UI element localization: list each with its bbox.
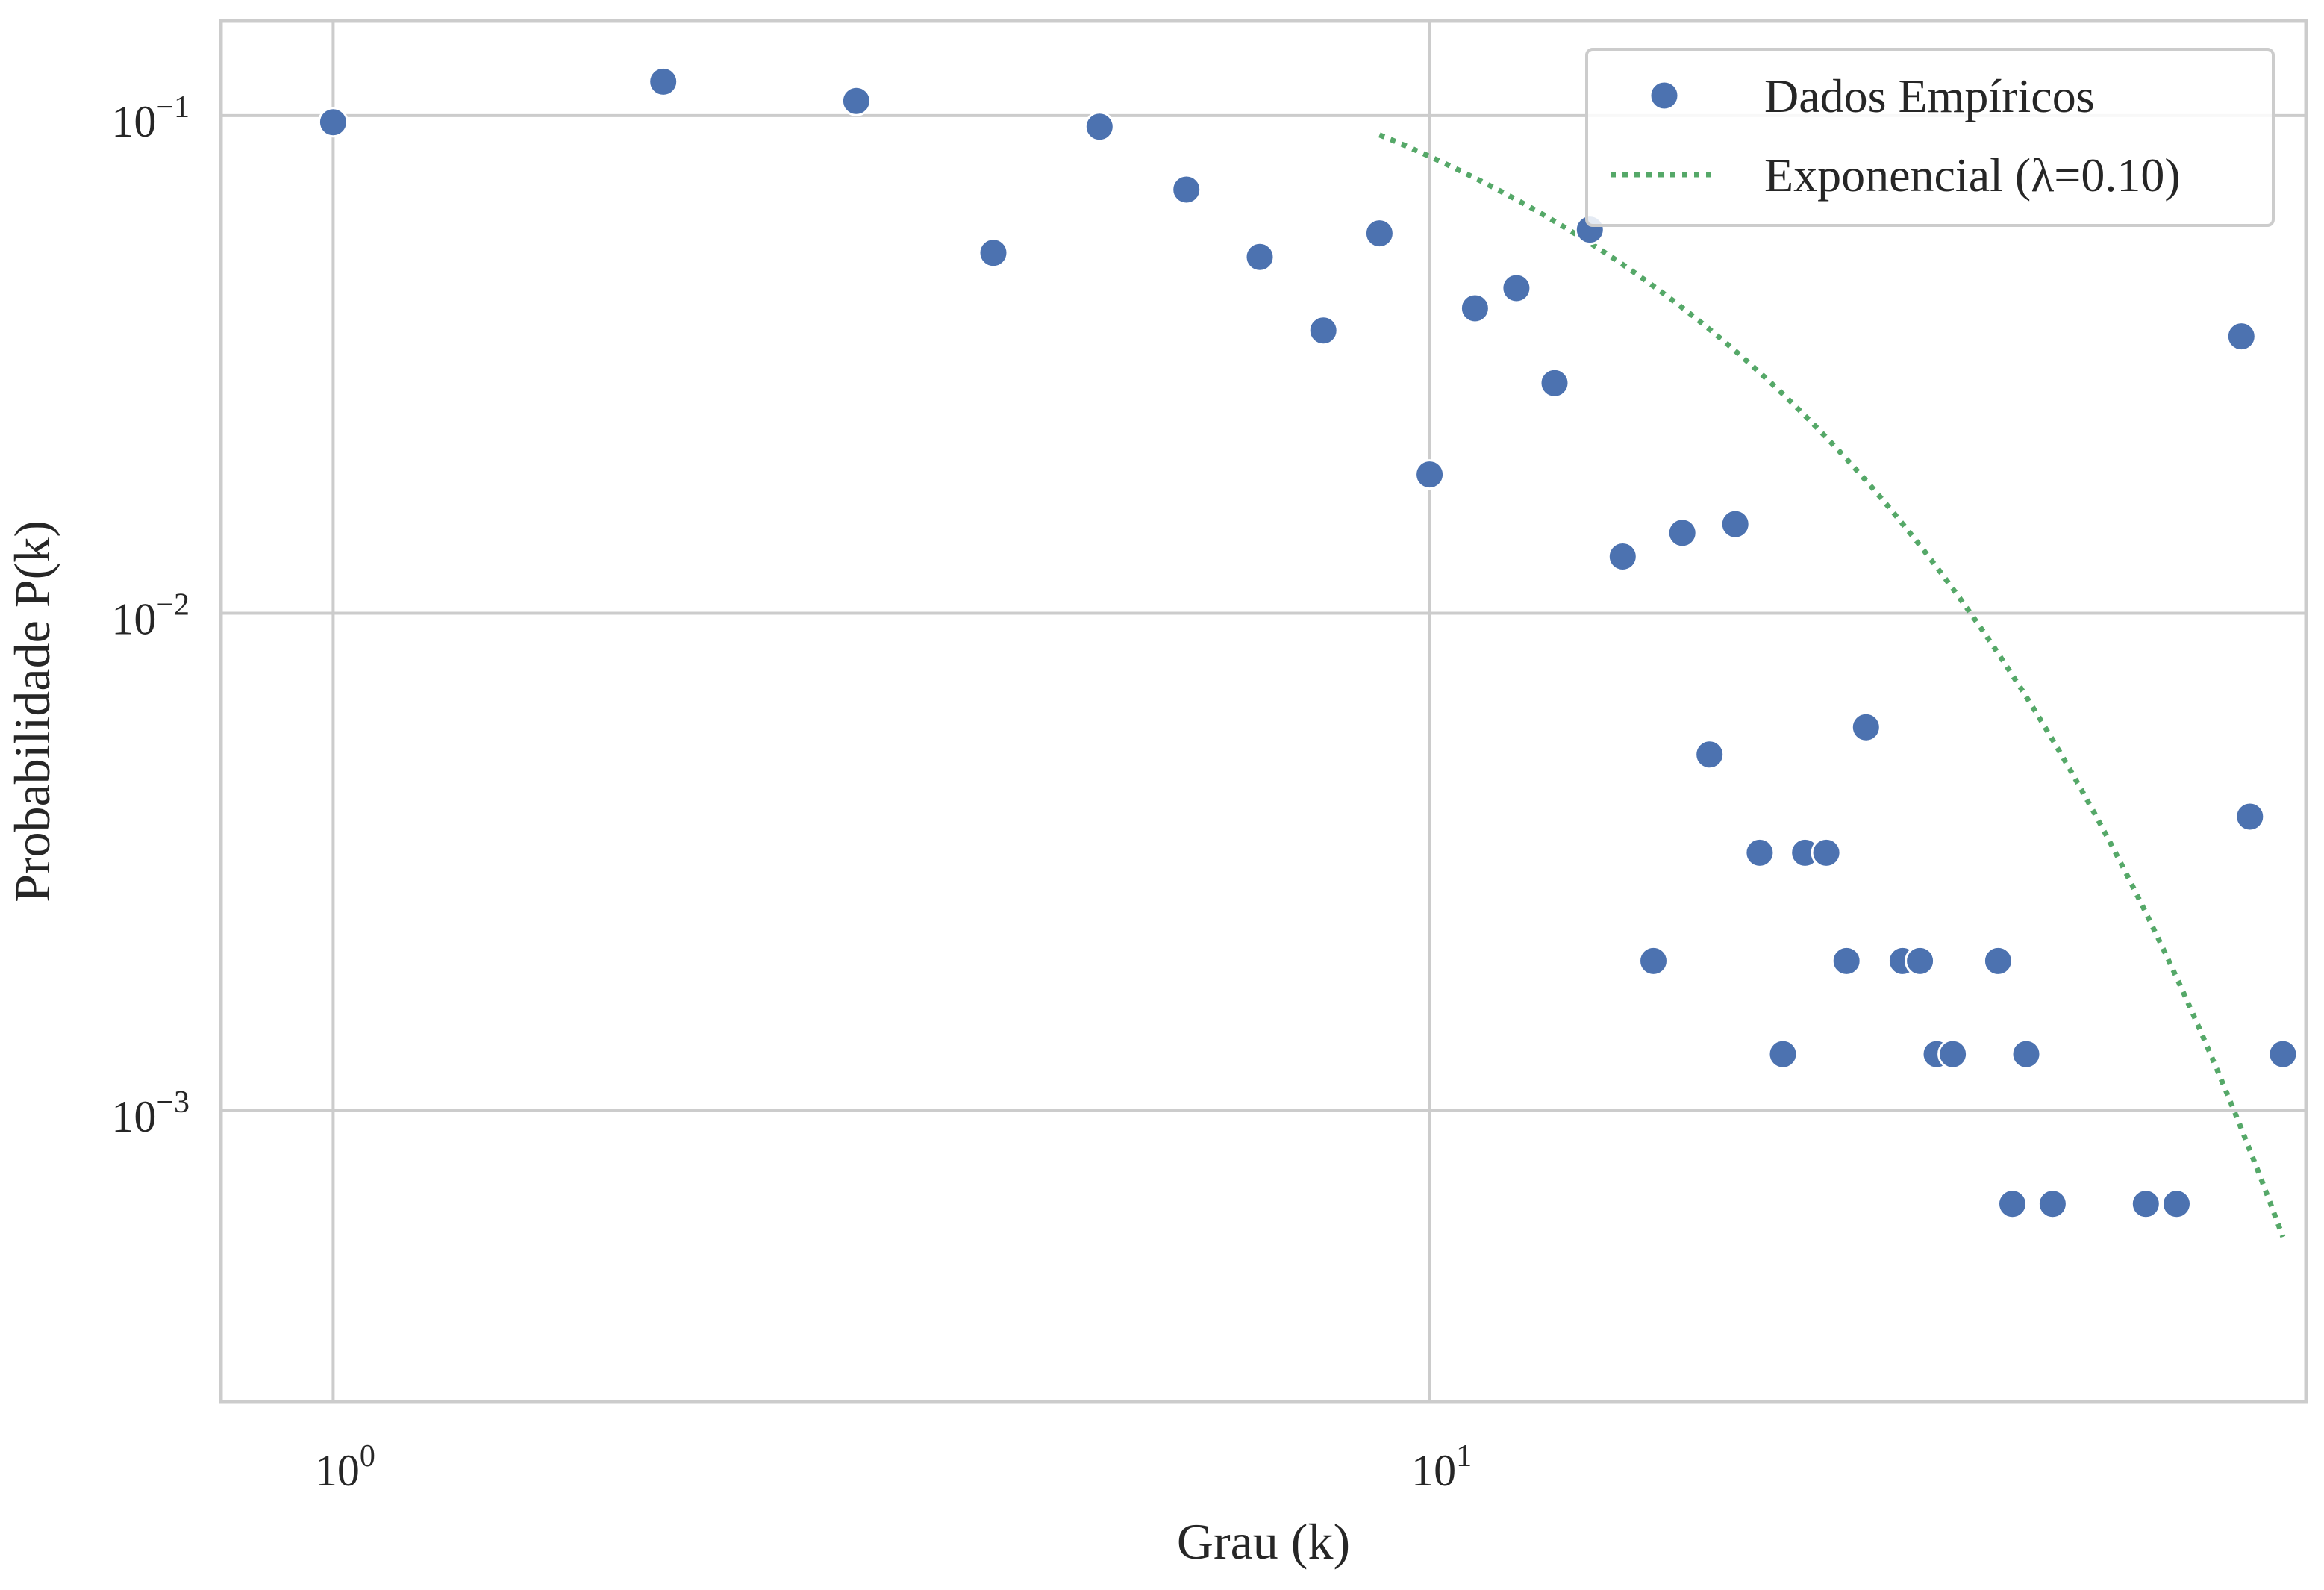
data-point-28: [1937, 1038, 1969, 1070]
x-tick-label-1: 101: [1411, 1439, 1472, 1495]
y-tick-label-2: 10−1: [111, 90, 190, 146]
y-tick-label-1: 10−2: [111, 587, 190, 643]
plot-frame: [219, 19, 2308, 1404]
data-point-37: [2267, 1038, 2299, 1070]
data-point-9: [1414, 459, 1446, 490]
data-point-18: [1719, 508, 1751, 540]
data-point-17: [1694, 739, 1725, 770]
data-point-20: [1767, 1038, 1799, 1070]
legend: Dados Empíricos Exponencial (λ=0.10): [1585, 48, 2275, 227]
data-point-24: [1850, 711, 1881, 743]
data-point-32: [2037, 1188, 2068, 1220]
data-point-15: [1638, 945, 1669, 976]
data-point-10: [1459, 293, 1490, 324]
y-tick-label-0: 10−3: [111, 1085, 190, 1141]
data-point-26: [1905, 945, 1936, 976]
data-point-22: [1811, 837, 1842, 868]
data-point-4: [1084, 111, 1115, 143]
data-point-14: [1607, 541, 1638, 572]
data-point-35: [2225, 321, 2257, 352]
data-point-16: [1667, 517, 1698, 549]
legend-marker-empirical: [1649, 80, 1680, 111]
data-point-31: [2011, 1038, 2042, 1070]
data-point-6: [1244, 241, 1275, 272]
data-point-0: [317, 107, 349, 138]
data-point-34: [2161, 1188, 2192, 1220]
x-tick-labels: 100 101: [315, 1439, 1472, 1495]
data-point-29: [1982, 945, 2014, 976]
data-point-23: [1831, 945, 1862, 976]
grid-lines: [221, 21, 2306, 1402]
data-point-12: [1539, 367, 1570, 399]
data-point-7: [1308, 315, 1339, 346]
data-point-5: [1171, 174, 1202, 205]
x-axis-label: Grau (k): [1177, 1513, 1350, 1570]
data-point-3: [978, 237, 1009, 269]
y-axis-label: Probabilidade P(k): [4, 520, 60, 902]
legend-label-empirical: Dados Empíricos: [1764, 69, 2095, 122]
x-tick-label-0: 100: [315, 1439, 375, 1495]
data-point-2: [840, 85, 872, 116]
data-point-8: [1364, 218, 1395, 249]
legend-box: [1585, 48, 2275, 227]
legend-label-exponential: Exponencial (λ=0.10): [1764, 149, 2181, 202]
data-point-11: [1501, 272, 1532, 304]
empirical-points-layer: [317, 66, 2299, 1220]
data-point-1: [648, 66, 679, 97]
data-point-30: [1997, 1188, 2028, 1220]
data-point-33: [2130, 1188, 2161, 1220]
data-point-36: [2234, 801, 2266, 832]
data-point-19: [1744, 837, 1775, 868]
y-tick-labels: 10−3 10−2 10−1: [111, 90, 190, 1141]
